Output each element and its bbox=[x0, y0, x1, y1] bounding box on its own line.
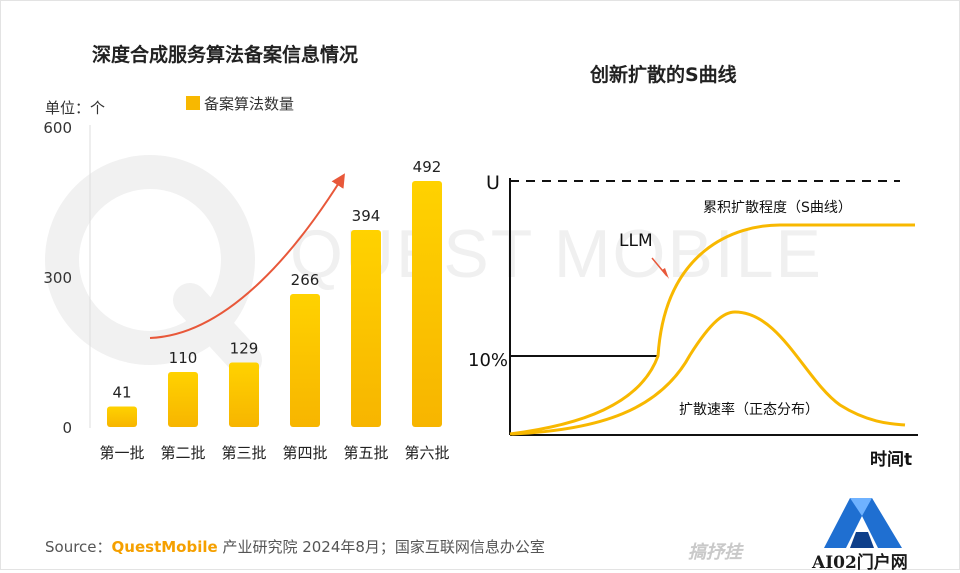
bar-6 bbox=[412, 181, 442, 427]
bar-value-label: 394 bbox=[352, 207, 381, 225]
bar-value-label: 129 bbox=[230, 340, 259, 358]
bar-value-label: 110 bbox=[169, 349, 198, 367]
x-category-label: 第五批 bbox=[343, 444, 388, 462]
x-category-label: 第三批 bbox=[221, 444, 266, 462]
site-logo-icon bbox=[824, 498, 902, 548]
source-brand: QuestMobile bbox=[111, 538, 218, 556]
source-text: 产业研究院 2024年8月；国家互联网信息办公室 bbox=[217, 538, 545, 556]
x-axis-label: 时间t bbox=[870, 449, 912, 470]
x-category-label: 第一批 bbox=[99, 444, 144, 462]
legend-label: 备案算法数量 bbox=[204, 95, 294, 113]
s-curve-chart: U 10% 时间t LLM 累积扩散程度（S曲线） 扩散速率（正态分布） bbox=[468, 172, 918, 470]
s-curve-line bbox=[509, 223, 915, 436]
bar-2 bbox=[168, 372, 198, 427]
y-mid-label: 10% bbox=[468, 350, 508, 371]
y-tick-label: 300 bbox=[43, 269, 72, 287]
x-category-label: 第四批 bbox=[282, 444, 327, 462]
source-note: Source：QuestMobile 产业研究院 2024年8月；国家互联网信息… bbox=[45, 536, 545, 557]
bar-value-label: 41 bbox=[112, 384, 131, 402]
normal-curve-legend: 扩散速率（正态分布） bbox=[679, 401, 819, 418]
bar-value-label: 266 bbox=[291, 271, 320, 289]
y-tick-label: 600 bbox=[43, 119, 72, 137]
normal-curve-line bbox=[511, 310, 906, 436]
bar-3 bbox=[229, 362, 259, 427]
x-category-label: 第二批 bbox=[160, 444, 205, 462]
llm-annotation: LLM bbox=[619, 231, 653, 251]
bar-chart: 0 300 600 41 第一批 110 第二批 129 第三批 266 第四批 394 第五批 492… bbox=[43, 95, 449, 462]
faint-watermark: 搞抒挂 bbox=[688, 542, 742, 563]
right-chart-title: 创新扩散的S曲线 bbox=[590, 64, 737, 86]
legend-swatch bbox=[186, 96, 200, 110]
growth-arrow bbox=[149, 173, 345, 339]
s-curve-legend: 累积扩散程度（S曲线） bbox=[703, 200, 852, 216]
site-logo-text: AI02门户网 bbox=[812, 553, 908, 573]
bar-5 bbox=[351, 230, 381, 427]
y-tick-label: 0 bbox=[62, 419, 72, 437]
llm-pointer-head bbox=[662, 268, 669, 279]
bar-value-label: 492 bbox=[413, 158, 442, 176]
y-top-label: U bbox=[486, 172, 500, 194]
unit-label: 单位：个 bbox=[45, 99, 105, 117]
source-label: Source： bbox=[45, 538, 112, 556]
x-category-label: 第六批 bbox=[404, 444, 449, 462]
bar-1 bbox=[107, 406, 137, 427]
watermark-logo-icon bbox=[45, 155, 262, 377]
bar-4 bbox=[290, 294, 320, 427]
left-chart-title: 深度合成服务算法备案信息情况 bbox=[92, 44, 359, 66]
